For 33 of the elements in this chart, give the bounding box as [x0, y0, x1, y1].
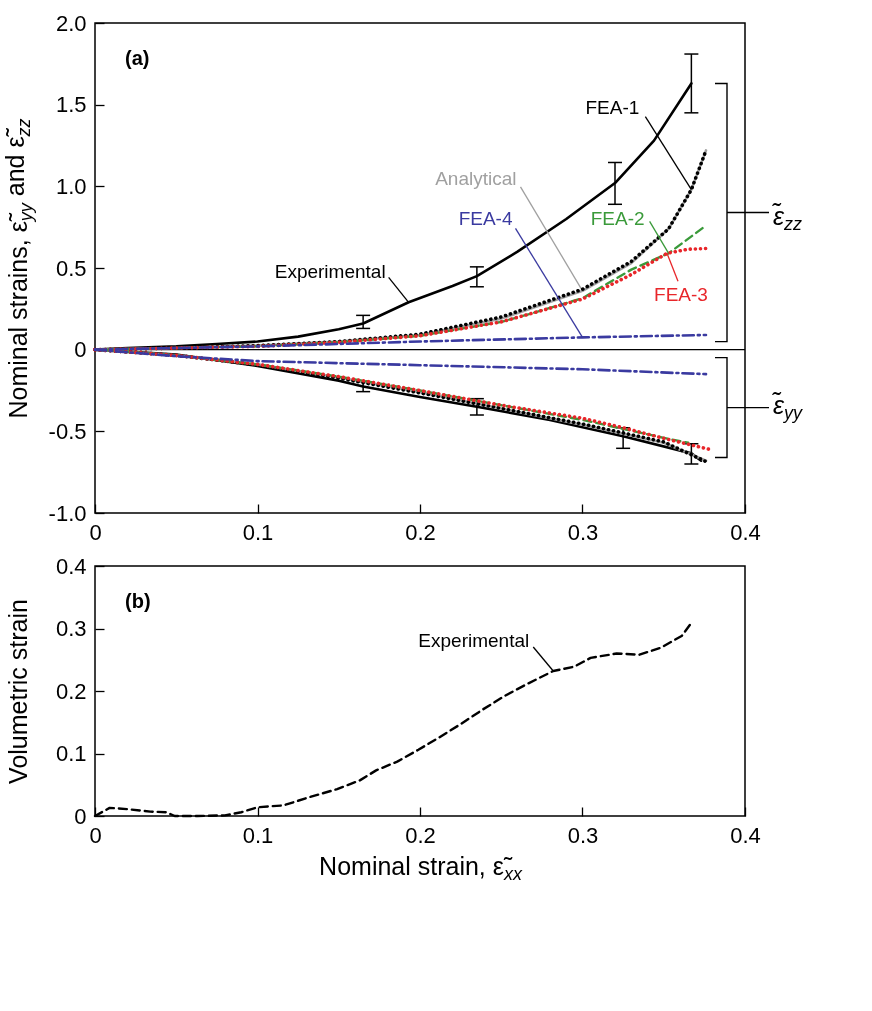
y-tick-label: 1.0 — [55, 173, 87, 199]
y-tick-label: 0.1 — [55, 741, 87, 766]
y-tick-label: 0.3 — [55, 616, 87, 641]
y-tick-label: 0.4 — [55, 553, 87, 579]
x-axis-title: Nominal strain, ε̃$_{xx}$ — [319, 851, 523, 884]
x-tick-label: 0.4 — [730, 519, 761, 545]
x-tick-label: 0.3 — [567, 519, 599, 545]
y-tick-label: -0.5 — [48, 418, 87, 444]
series-label: FEA-2 — [590, 208, 645, 230]
text: FEA-1 — [585, 96, 640, 118]
x-tick-label: 0.1 — [242, 822, 274, 848]
y-tick-label: 0.5 — [55, 255, 87, 281]
y-axis-title: Volumetric strain — [3, 599, 32, 784]
x-tick-label: 0.1 — [242, 519, 274, 545]
y-tick-label: -1.0 — [48, 500, 87, 526]
text: ε̃$_{yy}$ — [771, 390, 803, 424]
x-tick-label: 0.2 — [405, 822, 436, 848]
text: ε̃$_{zz}$ — [771, 201, 802, 234]
y-tick-label: 0.2 — [55, 678, 87, 704]
x-tick-label: 0.2 — [405, 519, 436, 545]
series-label: Experimental — [274, 261, 386, 283]
series-label: Experimental — [418, 630, 530, 651]
x-tick-label: 0.3 — [567, 822, 599, 848]
y-tick-label: 0 — [74, 803, 87, 829]
x-tick-label: 0.4 — [730, 822, 761, 848]
y-tick-label: 0 — [74, 337, 87, 363]
annotation: (b) — [125, 590, 151, 612]
y-tick-label: 2.0 — [55, 10, 87, 36]
y-tick-label: 1.5 — [55, 92, 87, 118]
text: FEA-4 — [458, 208, 513, 230]
text: Analytical — [435, 167, 517, 189]
legend-label: FEA-3 — [654, 284, 708, 306]
annotation: (a) — [125, 47, 150, 69]
